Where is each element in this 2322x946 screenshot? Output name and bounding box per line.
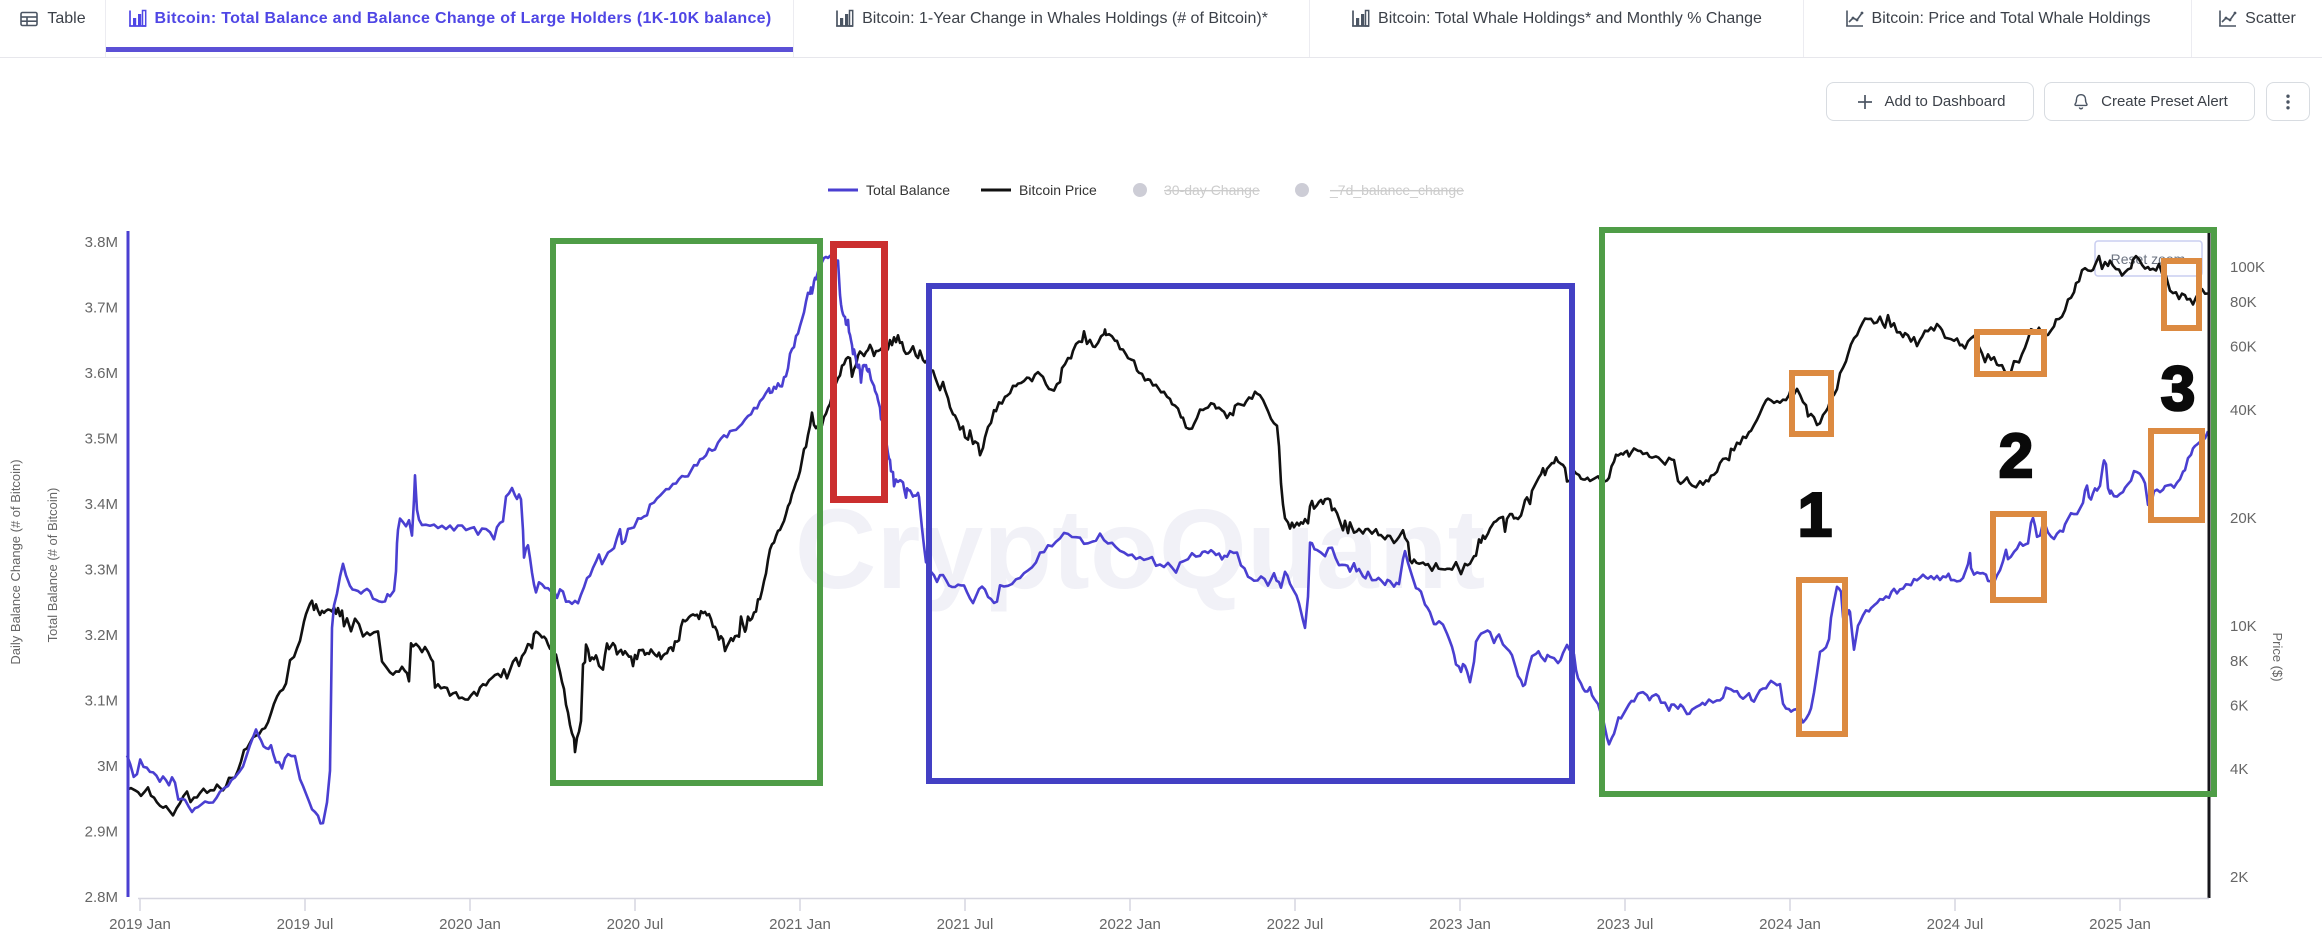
svg-text:3M: 3M bbox=[97, 758, 118, 775]
svg-text:100K: 100K bbox=[2230, 259, 2265, 276]
svg-text:60K: 60K bbox=[2230, 339, 2257, 356]
svg-text:Total Balance (# of Bitcoin): Total Balance (# of Bitcoin) bbox=[45, 488, 60, 643]
svg-text:3.5M: 3.5M bbox=[85, 431, 118, 448]
svg-text:3.6M: 3.6M bbox=[85, 365, 118, 382]
svg-text:3.2M: 3.2M bbox=[85, 627, 118, 644]
svg-text:2023 Jul: 2023 Jul bbox=[1597, 916, 1654, 933]
svg-text:10K: 10K bbox=[2230, 618, 2257, 635]
svg-text:3.1M: 3.1M bbox=[85, 693, 118, 710]
svg-text:Price ($): Price ($) bbox=[2270, 632, 2285, 681]
svg-text:2.9M: 2.9M bbox=[85, 824, 118, 841]
svg-text:2020 Jan: 2020 Jan bbox=[439, 916, 501, 933]
svg-text:Total Balance: Total Balance bbox=[866, 182, 950, 198]
svg-text:2024 Jan: 2024 Jan bbox=[1759, 916, 1821, 933]
svg-text:2021 Jan: 2021 Jan bbox=[769, 916, 831, 933]
svg-text:40K: 40K bbox=[2230, 402, 2257, 419]
svg-text:20K: 20K bbox=[2230, 510, 2257, 527]
svg-text:6K: 6K bbox=[2230, 698, 2248, 715]
svg-text:3.4M: 3.4M bbox=[85, 496, 118, 513]
svg-text:3.7M: 3.7M bbox=[85, 300, 118, 317]
svg-text:3.8M: 3.8M bbox=[85, 234, 118, 251]
svg-text:2020 Jul: 2020 Jul bbox=[607, 916, 664, 933]
svg-text:2024 Jul: 2024 Jul bbox=[1927, 916, 1984, 933]
svg-text:2019 Jan: 2019 Jan bbox=[109, 916, 171, 933]
svg-text:8K: 8K bbox=[2230, 653, 2248, 670]
svg-text:4K: 4K bbox=[2230, 761, 2248, 778]
svg-text:_7d_balance_change: _7d_balance_change bbox=[1329, 182, 1464, 198]
svg-text:2025 Jan: 2025 Jan bbox=[2089, 916, 2151, 933]
svg-text:1: 1 bbox=[1798, 481, 1832, 550]
svg-text:CryptoQuant: CryptoQuant bbox=[795, 486, 1486, 612]
svg-text:80K: 80K bbox=[2230, 294, 2257, 311]
svg-text:2021 Jul: 2021 Jul bbox=[937, 916, 994, 933]
svg-text:3.3M: 3.3M bbox=[85, 562, 118, 579]
svg-text:2019 Jul: 2019 Jul bbox=[277, 916, 334, 933]
svg-text:2023 Jan: 2023 Jan bbox=[1429, 916, 1491, 933]
svg-text:2: 2 bbox=[1999, 422, 2033, 491]
svg-text:2022 Jan: 2022 Jan bbox=[1099, 916, 1161, 933]
svg-text:2K: 2K bbox=[2230, 869, 2248, 886]
svg-text:2.8M: 2.8M bbox=[85, 889, 118, 906]
svg-text:2022 Jul: 2022 Jul bbox=[1267, 916, 1324, 933]
svg-text:Bitcoin Price: Bitcoin Price bbox=[1019, 182, 1097, 198]
svg-text:30-day Change: 30-day Change bbox=[1164, 182, 1260, 198]
svg-text:Daily Balance Change (# of Bit: Daily Balance Change (# of Bitcoin) bbox=[8, 459, 23, 664]
svg-text:3: 3 bbox=[2161, 355, 2195, 424]
